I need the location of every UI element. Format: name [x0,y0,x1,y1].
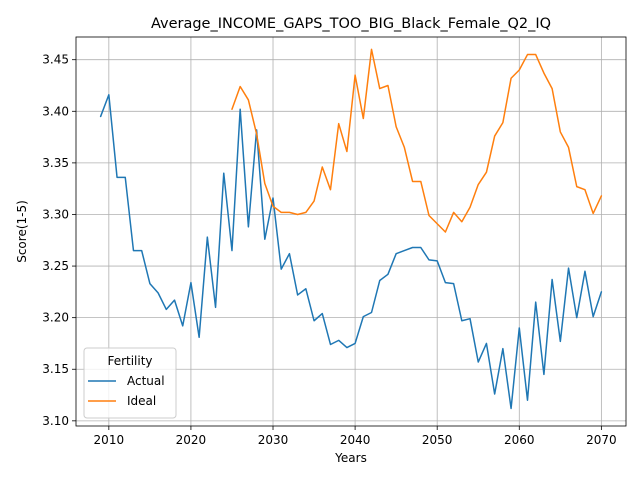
x-axis-label: Years [334,451,367,465]
x-tick-label: 2060 [504,433,535,447]
x-tick-label: 2030 [258,433,289,447]
y-tick-label: 3.25 [42,259,69,273]
x-tick-label: 2020 [176,433,207,447]
series-line-actual [99,94,603,410]
y-tick-label: 3.45 [42,53,69,67]
legend: Fertility Actual Ideal [83,347,177,419]
y-tick-label: 3.40 [42,104,69,118]
legend-label-actual: Actual [127,374,165,388]
y-tick-label: 3.35 [42,156,69,170]
plot-frame [75,36,627,427]
y-axis-label: Score(1-5) [15,200,29,263]
series-line-ideal [231,48,603,233]
y-tick-label: 3.20 [42,311,69,325]
x-tick-label: 2040 [340,433,371,447]
x-tick-label: 2050 [422,433,453,447]
series-lines [99,48,603,410]
y-tick-label: 3.15 [42,362,69,376]
y-tick-label: 3.10 [42,414,69,428]
legend-title: Fertility [107,354,152,368]
legend-label-ideal: Ideal [127,394,156,408]
x-tick-label: 2070 [586,433,617,447]
y-tick-label: 3.30 [42,207,69,221]
x-tick-label: 2010 [94,433,125,447]
axis-ticks: 2010 2020 2030 2040 2050 2060 2070 3.10 3.15 3.20… [42,53,616,447]
chart-title: Average_INCOME_GAPS_TOO_BIG_Black_Female… [151,16,551,32]
